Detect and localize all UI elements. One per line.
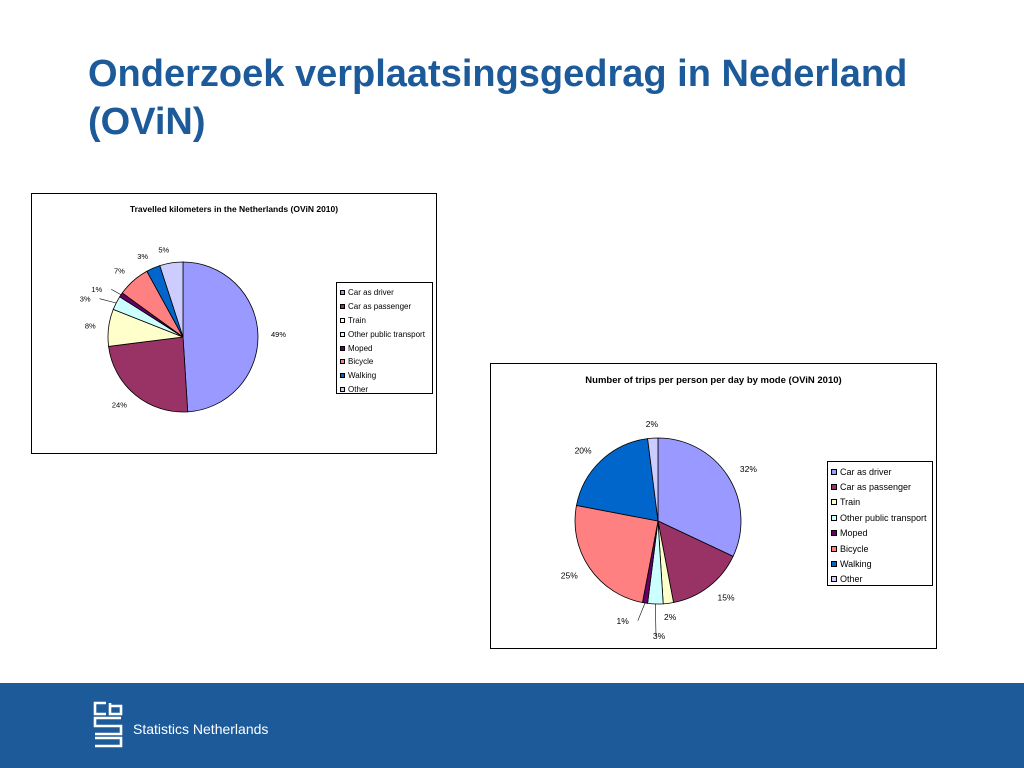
data-label-train: 8% <box>85 322 96 331</box>
pie-slice-other <box>159 261 184 338</box>
legend-label: Other <box>348 384 369 394</box>
legend-swatch <box>340 386 345 392</box>
chart-legend: Car as driver Car as passenger Train Other … <box>827 461 933 586</box>
legend-item-walking: Walking <box>831 556 932 571</box>
legend-swatch <box>831 576 837 583</box>
legend-item-moped: Moped <box>340 341 432 355</box>
legend-swatch <box>831 468 837 475</box>
footer-bar: Statistics Netherlands <box>0 683 1024 768</box>
legend-item-other: Other <box>340 383 432 397</box>
data-label-other-public-transport: 3% <box>653 631 666 641</box>
legend-item-car-as-passenger: Car as passenger <box>831 479 932 494</box>
leader-line <box>111 288 122 296</box>
legend-label: Bicycle <box>348 357 374 367</box>
legend-item-other: Other <box>831 572 932 587</box>
pie-chart: 32% 15% 2% 3% 1% 25% 20% 2% <box>561 419 758 641</box>
legend-label: Train <box>840 497 861 508</box>
legend-label: Other public transport <box>840 512 927 523</box>
data-label-moped: 1% <box>91 285 102 294</box>
data-label-train: 2% <box>664 612 677 622</box>
legend-item-bicycle: Bicycle <box>340 355 432 369</box>
legend-label: Car as passenger <box>348 302 412 312</box>
legend-label: Car as driver <box>348 288 394 298</box>
legend-label: Moped <box>840 528 868 539</box>
leader-line <box>655 603 657 636</box>
chart-title: Travelled kilometers in the Netherlands … <box>129 204 339 214</box>
legend-label: Car as driver <box>840 466 892 477</box>
pie-slice-car-as-driver <box>657 437 742 557</box>
legend-swatch <box>340 290 345 296</box>
legend-swatch <box>340 304 345 310</box>
pie-chart: 49%24%8%3%1%7%3%5% <box>80 246 286 413</box>
legend-label: Moped <box>348 343 373 353</box>
legend-label: Car as passenger <box>840 482 912 493</box>
legend-label: Train <box>348 315 366 325</box>
legend-label: Other <box>840 574 863 585</box>
pie-slice-car-as-passenger <box>657 520 734 603</box>
leader-line <box>637 602 646 621</box>
chart-legend: Car as driver Car as passenger Train Other … <box>336 282 433 394</box>
legend-item-train: Train <box>831 495 932 510</box>
pie-slice-bicycle <box>574 504 659 603</box>
legend-swatch <box>340 359 345 365</box>
data-label-bicycle: 25% <box>561 571 578 581</box>
data-label-car-as-passenger: 24% <box>112 400 127 409</box>
chart-travelled-kilometers: Travelled kilometers in the Netherlands … <box>31 193 437 454</box>
legend-item-walking: Walking <box>340 369 432 383</box>
legend-swatch <box>831 561 837 568</box>
legend-item-other-public-transport: Other public transport <box>340 327 432 341</box>
organization-name: Statistics Netherlands <box>133 721 269 737</box>
data-label-other: 5% <box>158 246 169 255</box>
legend-label: Walking <box>840 559 872 570</box>
data-label-other: 2% <box>646 419 659 429</box>
legend-item-car-as-driver: Car as driver <box>831 464 932 479</box>
legend-item-train: Train <box>340 314 432 328</box>
data-label-car-as-driver: 49% <box>271 330 286 339</box>
legend-swatch <box>340 317 345 323</box>
legend-item-car-as-driver: Car as driver <box>340 286 432 300</box>
legend-swatch <box>340 345 345 351</box>
legend-label: Bicycle <box>840 543 869 554</box>
data-label-other-public-transport: 3% <box>80 295 91 304</box>
legend-label: Walking <box>348 371 377 381</box>
slide-title: Onderzoek verplaatsingsgedrag in Nederla… <box>88 53 908 143</box>
legend-item-other-public-transport: Other public transport <box>831 510 932 525</box>
pie-slice-car-as-driver <box>182 261 259 413</box>
data-label-walking: 3% <box>137 252 148 261</box>
legend-swatch <box>831 499 837 506</box>
pie-slice-other <box>647 437 659 522</box>
legend-swatch <box>831 530 837 537</box>
legend-swatch <box>340 373 345 379</box>
data-label-bicycle: 7% <box>114 267 125 276</box>
legend-item-moped: Moped <box>831 526 932 541</box>
leader-line <box>99 298 117 304</box>
legend-label: Other public transport <box>348 329 425 339</box>
legend-item-car-as-passenger: Car as passenger <box>340 300 432 314</box>
legend-item-bicycle: Bicycle <box>831 541 932 556</box>
data-label-car-as-driver: 32% <box>740 464 757 474</box>
chart-trips-per-person: Number of trips per person per day by mo… <box>490 363 937 649</box>
data-label-car-as-passenger: 15% <box>718 593 735 603</box>
legend-swatch <box>831 514 837 521</box>
cbs-logo-icon <box>93 701 123 748</box>
legend-swatch <box>831 545 837 552</box>
data-label-walking: 20% <box>575 445 592 455</box>
data-label-moped: 1% <box>617 616 630 626</box>
legend-swatch <box>831 484 837 491</box>
pie-slice-walking <box>576 438 659 522</box>
pie-slice-car-as-passenger <box>108 336 189 413</box>
chart-title: Number of trips per person per day by mo… <box>585 375 842 386</box>
legend-swatch <box>340 331 345 337</box>
